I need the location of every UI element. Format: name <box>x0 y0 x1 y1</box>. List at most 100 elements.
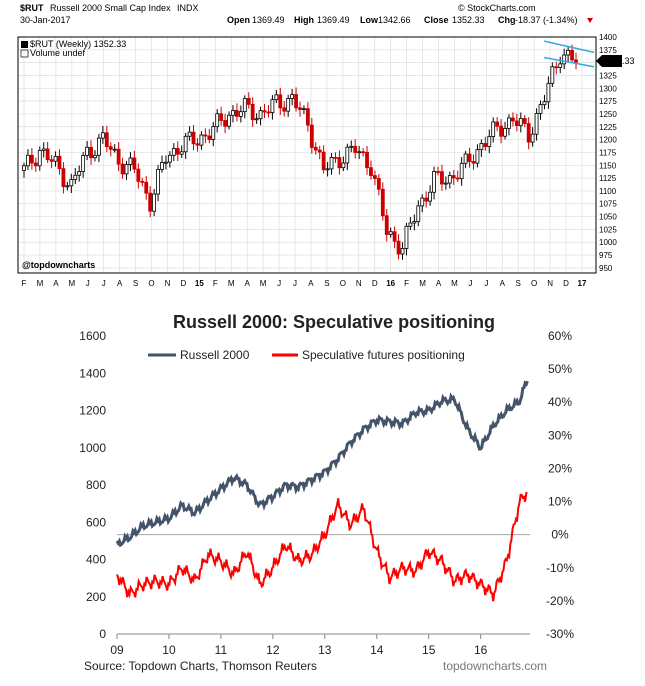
x-tick-label: A <box>308 279 314 288</box>
x-tick-label: S <box>133 279 138 288</box>
candle-body <box>207 135 212 140</box>
legend-rut-label: Russell 2000 <box>180 348 250 362</box>
candle-body <box>104 132 109 148</box>
candle-body <box>570 49 574 61</box>
candle-body <box>49 159 54 162</box>
y-tick-label: 1025 <box>599 225 617 234</box>
y-tick-label: 1375 <box>599 46 617 55</box>
chg-value: -18.37 (-1.34%) <box>515 15 578 25</box>
open-value: 1369.49 <box>252 15 285 25</box>
candle-body <box>337 157 342 169</box>
candle-body <box>93 154 97 159</box>
series-legend: $RUT (Weekly) 1352.33 <box>30 39 126 49</box>
candlestick-series <box>22 44 578 260</box>
candle-body <box>302 108 306 111</box>
last-price-flag <box>596 55 622 67</box>
x-tick-label: D <box>372 279 378 288</box>
y-tick-label: 1150 <box>599 161 617 170</box>
candle-body <box>191 131 196 145</box>
y-tick-label: 1200 <box>599 136 617 145</box>
x-tick-label: 10 <box>162 643 176 657</box>
candle-body <box>128 157 133 165</box>
right-y-tick-label: -30% <box>546 627 574 641</box>
candle-body <box>495 121 500 127</box>
candle-body <box>250 103 255 121</box>
x-tick-label: J <box>86 279 90 288</box>
candle-body <box>171 148 176 156</box>
y-tick-label: 1400 <box>599 33 617 42</box>
close-value: 1352.33 <box>452 15 485 25</box>
candle-body <box>61 168 66 188</box>
x-tick-label: M <box>37 279 44 288</box>
candle-body <box>522 118 527 124</box>
x-tick-label: F <box>404 279 409 288</box>
candle-body <box>203 134 208 137</box>
candle-body <box>416 205 421 223</box>
candle-body <box>400 248 405 255</box>
candle-body <box>546 82 551 103</box>
candle-body <box>124 164 129 175</box>
candle-body <box>511 117 515 122</box>
x-tick-label: A <box>245 279 251 288</box>
last-price-value: 1352.33 <box>602 56 635 66</box>
candle-body <box>77 171 82 176</box>
y-tick-label: 1250 <box>599 110 617 119</box>
candle-body <box>384 215 389 235</box>
candle-body <box>144 181 149 194</box>
candle-body <box>345 146 350 164</box>
x-tick-label: 17 <box>578 279 587 288</box>
candle-body <box>463 153 468 164</box>
candle-body <box>164 161 168 164</box>
candle-body <box>518 118 523 127</box>
candle-body <box>530 133 535 143</box>
left-y-tick-label: 0 <box>99 627 106 641</box>
x-tick-label: 14 <box>370 643 384 657</box>
candle-body <box>148 192 153 212</box>
candle-body <box>365 151 369 169</box>
right-y-tick-label: 50% <box>548 362 572 376</box>
candle-body <box>183 135 188 153</box>
candle-body <box>215 113 220 128</box>
candle-body <box>455 177 460 180</box>
candle-body <box>471 161 476 164</box>
positioning-chart: Russell 2000: Speculative positioning Ru… <box>0 298 645 686</box>
x-tick-label: O <box>340 279 346 288</box>
x-tick-label: J <box>277 279 281 288</box>
right-y-tick-label: -20% <box>546 594 574 608</box>
candle-body <box>282 107 287 112</box>
candle-body <box>499 125 503 137</box>
x-tick-label: A <box>53 279 59 288</box>
stockcharts-panel: $RUT Russell 2000 Small Cap Index INDX ©… <box>0 0 645 292</box>
exchange: INDX <box>177 3 199 13</box>
left-y-tick-label: 200 <box>86 590 106 604</box>
left-y-tick-label: 1400 <box>79 366 106 380</box>
x-tick-label: J <box>102 279 106 288</box>
candle-body <box>231 110 235 116</box>
candle-body <box>187 131 192 137</box>
candle-body <box>428 191 433 202</box>
x-tick-label: M <box>68 279 75 288</box>
candle-body <box>503 127 507 137</box>
candle-body <box>373 175 377 179</box>
candle-body <box>357 151 362 154</box>
candle-body <box>309 124 314 148</box>
x-tick-label: J <box>484 279 488 288</box>
candle-body <box>459 162 464 180</box>
right-y-tick-label: 60% <box>548 329 572 343</box>
right-y-tick-label: 20% <box>548 461 572 475</box>
candle-body <box>294 94 298 109</box>
candle-body <box>242 97 247 113</box>
candle-body <box>175 148 180 155</box>
x-tick-label: M <box>419 279 426 288</box>
brand-topdowncharts: topdowncharts.com <box>443 659 547 673</box>
candle-body <box>321 151 326 171</box>
high-value: 1369.49 <box>317 15 350 25</box>
candle-body <box>22 165 26 171</box>
index-name: Russell 2000 Small Cap Index <box>50 3 171 13</box>
spec-positioning-line <box>116 491 528 602</box>
candle-body <box>223 120 227 127</box>
candle-body <box>53 155 58 162</box>
stockcharts-y-axis: 950 975 1000 1025 1050 1075 1100 1125 1150 1175 12… <box>599 33 617 273</box>
russell-2000-line <box>115 380 529 548</box>
candle-body <box>258 110 263 120</box>
